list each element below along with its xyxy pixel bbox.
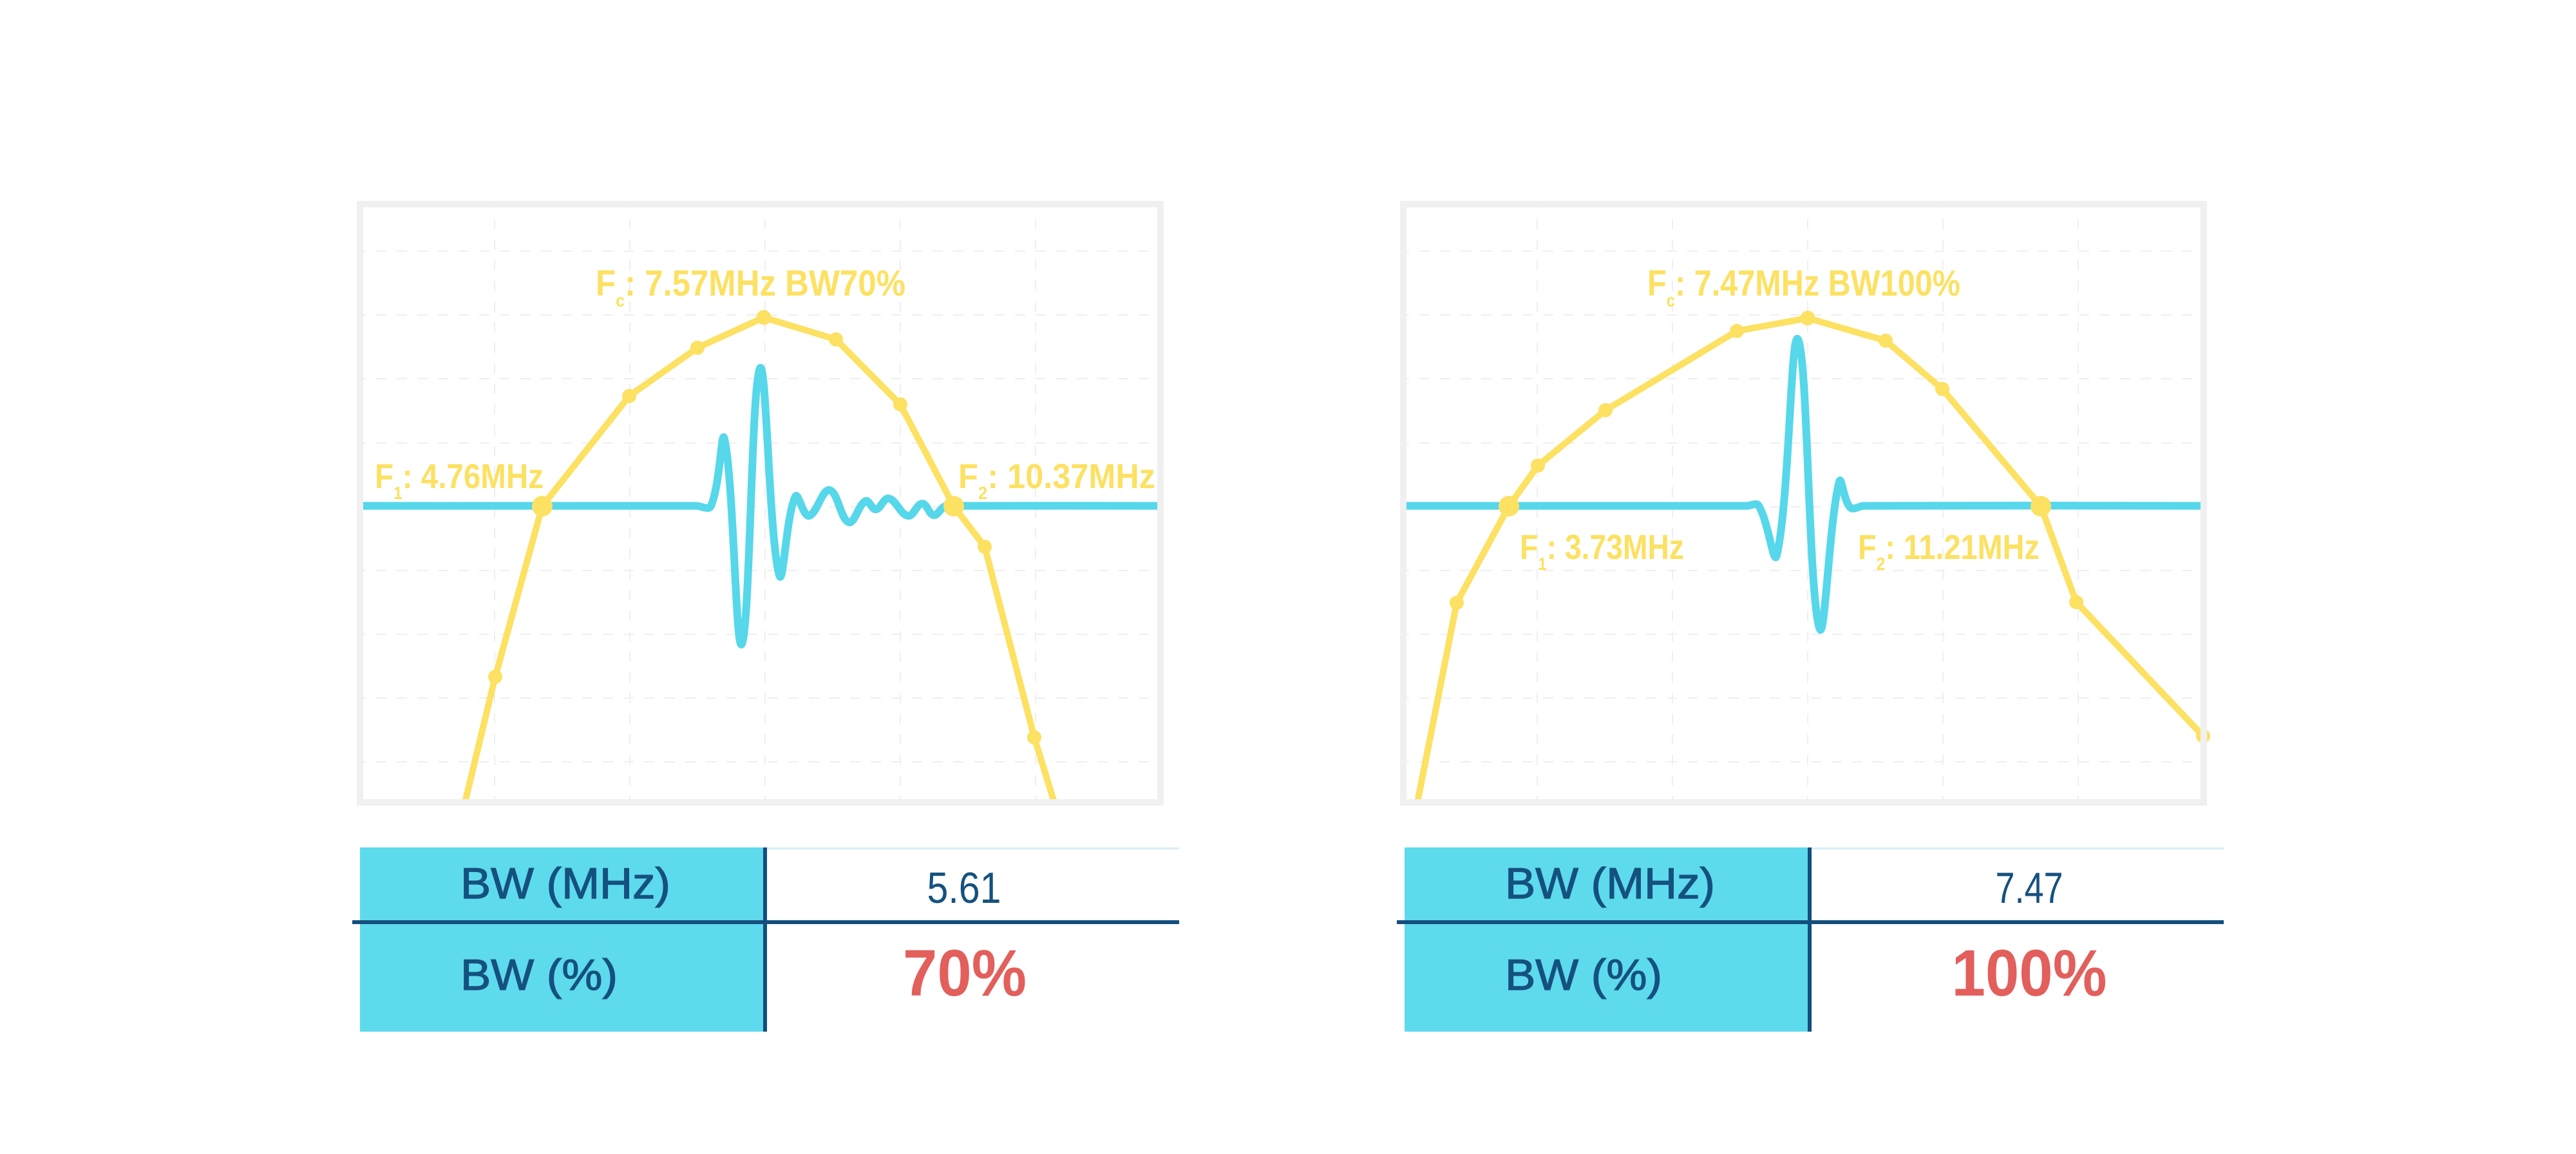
svg-text:F1: 3.73MHz: F1: 3.73MHz [1520, 528, 1684, 574]
svg-text:100%: 100% [1952, 936, 2107, 1010]
svg-text:BW (MHz): BW (MHz) [460, 859, 670, 908]
svg-text:Fc: 7.47MHz BW100%: Fc: 7.47MHz BW100% [1647, 263, 1960, 310]
svg-text:7.47: 7.47 [1996, 864, 2063, 913]
svg-text:BW (MHz): BW (MHz) [1505, 859, 1715, 908]
svg-text:Fc: 7.57MHz BW70%: Fc: 7.57MHz BW70% [596, 263, 905, 310]
svg-text:70%: 70% [903, 936, 1027, 1010]
svg-text:BW (%): BW (%) [460, 951, 618, 999]
svg-text:5.61: 5.61 [927, 864, 1001, 913]
svg-text:BW (%): BW (%) [1505, 951, 1662, 999]
svg-text:F2: 10.37MHz: F2: 10.37MHz [958, 457, 1155, 503]
svg-text:F2: 11.21MHz: F2: 11.21MHz [1858, 528, 2040, 574]
svg-text:F1: 4.76MHz: F1: 4.76MHz [375, 457, 544, 503]
